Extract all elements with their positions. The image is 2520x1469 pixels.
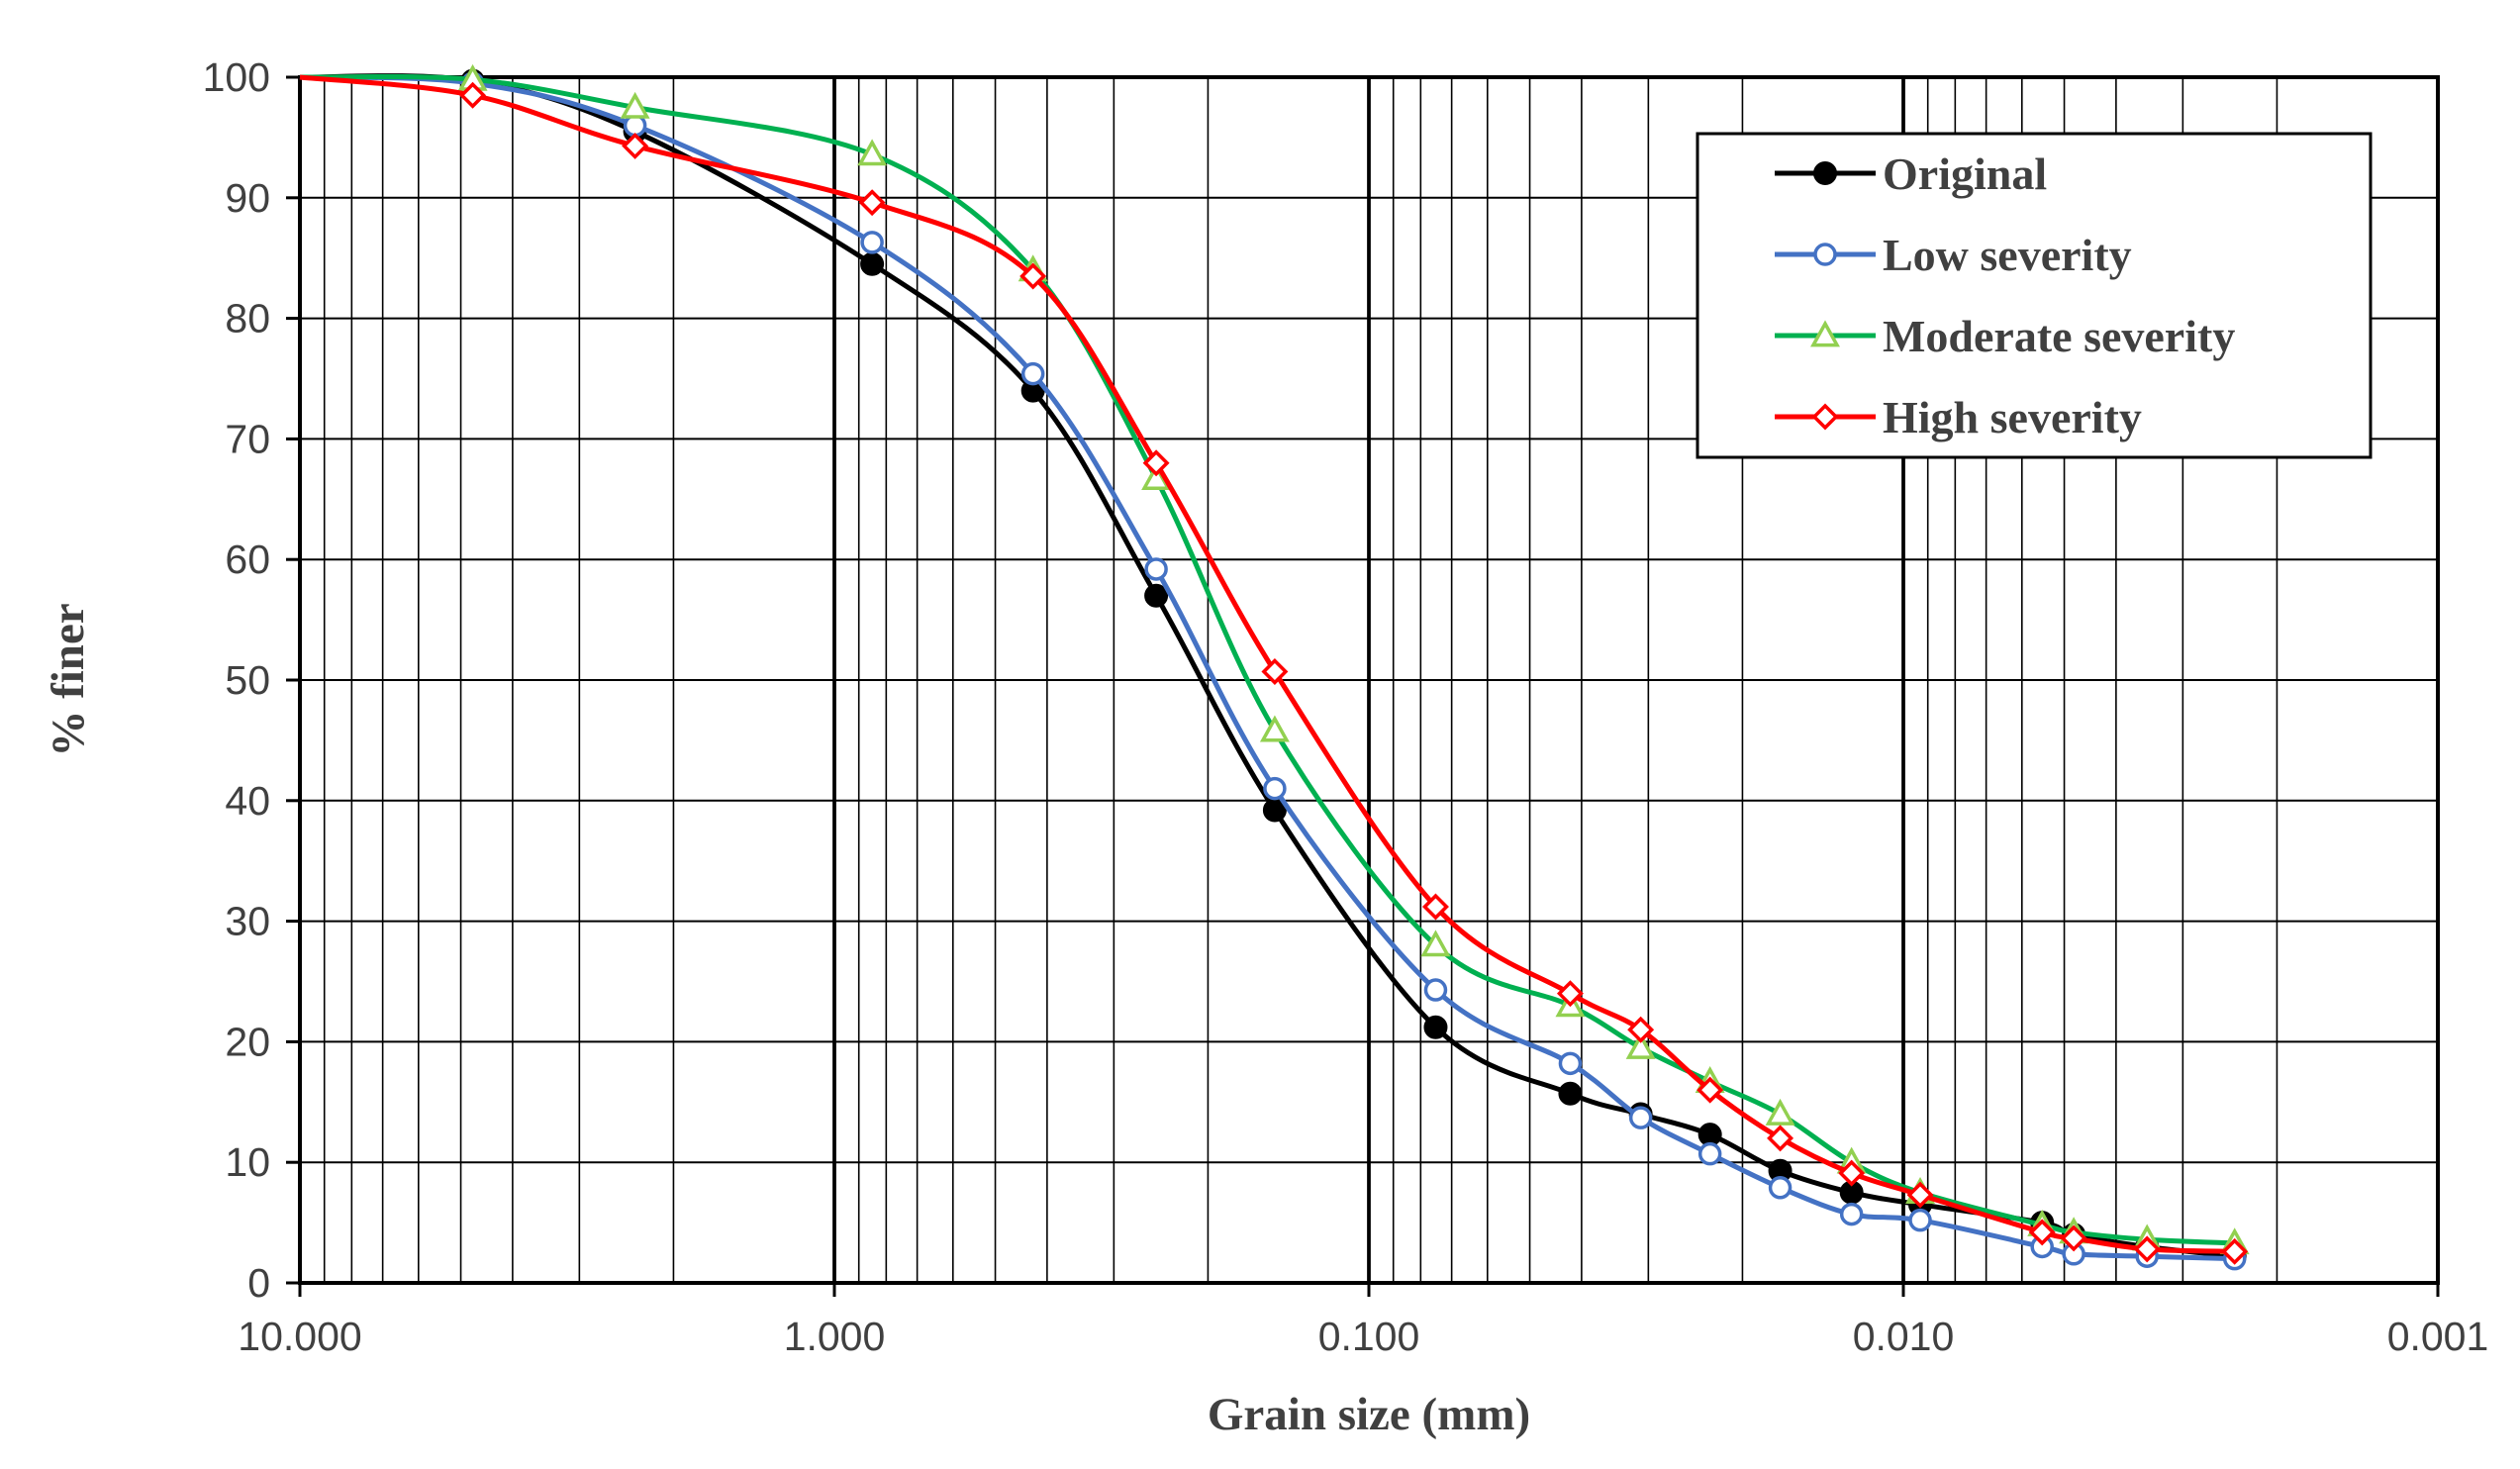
legend-label-high-severity: High severity xyxy=(1883,392,2142,442)
x-tick-label: 0.001 xyxy=(2387,1314,2489,1359)
y-tick-label: 10 xyxy=(225,1139,270,1185)
data-point-high-severity xyxy=(1556,980,1584,1008)
data-point-original xyxy=(1558,1081,1583,1106)
legend-marker-original xyxy=(1813,161,1837,185)
y-tick-label: 100 xyxy=(203,54,270,100)
y-tick-label: 40 xyxy=(225,778,270,824)
data-point-original xyxy=(860,251,885,276)
y-tick-label: 0 xyxy=(247,1260,270,1306)
legend-marker-low-severity xyxy=(1813,243,1837,266)
data-point-high-severity xyxy=(1019,262,1047,290)
y-tick-label: 30 xyxy=(225,899,270,944)
legend-label-low-severity: Low severity xyxy=(1883,230,2132,280)
y-tick-label: 80 xyxy=(225,296,270,342)
data-point-high-severity xyxy=(1838,1159,1866,1187)
legend: Original Low severity Moderate severity Hig… xyxy=(1696,132,2373,459)
series-high-severity xyxy=(299,74,2249,1265)
data-point-moderate-severity xyxy=(1259,715,1290,742)
data-point-moderate-severity xyxy=(1420,930,1451,957)
data-point-low-severity xyxy=(1558,1051,1583,1076)
data-point-low-severity xyxy=(860,231,884,254)
x-tick-label: 10.000 xyxy=(238,1314,361,1359)
data-point-high-severity xyxy=(2133,1235,2161,1263)
y-tick-label: 60 xyxy=(225,537,270,582)
y-axis-title: % finer xyxy=(43,603,94,756)
y-tick-label: 90 xyxy=(225,175,270,221)
data-point-moderate-severity xyxy=(620,91,650,119)
legend-box xyxy=(1696,132,2373,459)
data-series xyxy=(299,63,2250,1271)
data-point-high-severity xyxy=(1767,1125,1794,1152)
data-point-high-severity xyxy=(1906,1181,1934,1209)
x-tick-label: 0.010 xyxy=(1853,1314,1955,1359)
x-tick-label: 1.000 xyxy=(784,1314,886,1359)
data-point-low-severity xyxy=(1697,1141,1722,1166)
data-point-original xyxy=(1144,583,1169,608)
x-tick-label: 0.100 xyxy=(1318,1314,1420,1359)
data-point-high-severity xyxy=(1696,1076,1724,1104)
y-tick-label: 20 xyxy=(225,1019,270,1064)
data-point-high-severity xyxy=(858,189,886,217)
data-point-low-severity xyxy=(1423,978,1448,1002)
data-point-high-severity xyxy=(2221,1237,2249,1265)
data-point-high-severity xyxy=(1627,1016,1655,1043)
data-point-high-severity xyxy=(2060,1224,2087,1252)
data-point-low-severity xyxy=(1628,1106,1653,1129)
data-point-low-severity xyxy=(1020,361,1045,386)
data-point-moderate-severity xyxy=(1765,1098,1795,1126)
legend-marker-moderate-severity xyxy=(1810,320,1840,347)
data-point-low-severity xyxy=(1768,1176,1793,1200)
data-point-original xyxy=(1697,1123,1722,1147)
x-axis-title: Grain size (mm) xyxy=(1208,1389,1530,1440)
data-point-high-severity xyxy=(1421,893,1449,921)
legend-marker-high-severity xyxy=(1811,403,1839,431)
data-point-high-severity xyxy=(622,132,649,159)
data-point-high-severity xyxy=(459,81,487,109)
data-point-original xyxy=(1423,1015,1448,1039)
legend-label-moderate-severity: Moderate severity xyxy=(1883,311,2235,361)
data-point-moderate-severity xyxy=(857,139,888,166)
data-point-high-severity xyxy=(2028,1219,2056,1246)
data-point-high-severity xyxy=(1142,449,1170,477)
data-point-low-severity xyxy=(1263,776,1287,801)
data-point-low-severity xyxy=(1839,1202,1864,1226)
data-point-moderate-severity xyxy=(1625,1031,1656,1059)
data-point-low-severity xyxy=(1144,557,1168,581)
y-tick-label: 70 xyxy=(225,416,270,461)
y-tick-label: 50 xyxy=(225,657,270,703)
legend-label-original: Original xyxy=(1883,148,2047,199)
y-axis-tick-labels: 0 10 20 30 40 50 60 70 80 90 100 xyxy=(203,54,300,1306)
data-point-low-severity xyxy=(1908,1208,1932,1232)
x-axis-tick-labels: 10.000 1.000 0.100 0.010 0.001 xyxy=(238,1283,2488,1359)
data-point-high-severity xyxy=(1261,657,1289,685)
